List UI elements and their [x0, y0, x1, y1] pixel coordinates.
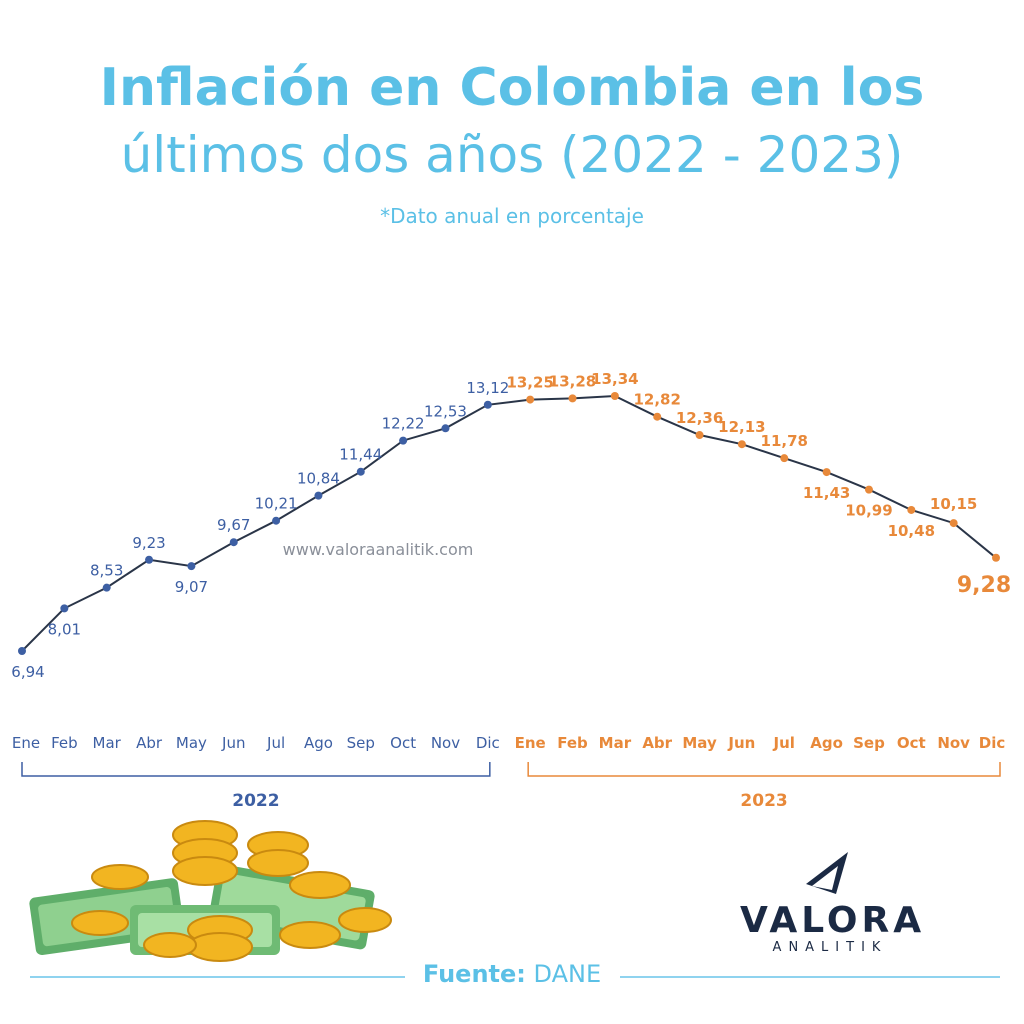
- data-point: [737, 440, 746, 449]
- data-point: [822, 468, 831, 477]
- logo-wordmark: VALORA: [740, 900, 926, 941]
- data-label: 9,28: [957, 573, 1011, 598]
- data-label: 9,23: [132, 534, 165, 552]
- data-point: [314, 491, 323, 500]
- x-tick-label: Ene: [12, 734, 40, 752]
- data-point: [568, 394, 577, 403]
- x-tick-label: Feb: [557, 734, 588, 752]
- x-tick-label: May: [682, 734, 717, 752]
- x-tick-label: Ago: [304, 734, 333, 752]
- data-point: [526, 395, 535, 404]
- x-tick-label: Jul: [266, 734, 285, 752]
- data-point: [949, 519, 958, 528]
- data-label: 11,43: [803, 484, 850, 502]
- data-point: [102, 583, 111, 592]
- source-divider-right: [620, 976, 1000, 978]
- x-tick-label: Dic: [476, 734, 500, 752]
- data-label: 11,78: [761, 432, 808, 450]
- x-tick-label: Feb: [51, 734, 78, 752]
- data-label: 10,48: [888, 522, 935, 540]
- data-label: 13,12: [466, 379, 509, 397]
- data-point: [695, 431, 704, 440]
- data-point: [272, 516, 281, 525]
- title-line-1: Inflación en Colombia en los: [99, 58, 925, 118]
- data-point: [399, 436, 408, 445]
- data-point: [864, 485, 873, 494]
- x-tick-label: May: [176, 734, 207, 752]
- data-point: [145, 555, 154, 564]
- valora-logo-icon: [806, 852, 848, 894]
- watermark: www.valoraanalitik.com: [283, 540, 474, 559]
- data-point: [610, 392, 619, 400]
- data-label: 9,07: [175, 578, 208, 596]
- x-tick-label: Jun: [727, 734, 755, 752]
- x-tick-label: Abr: [642, 734, 672, 752]
- x-tick-label: Nov: [937, 734, 970, 752]
- data-label: 10,21: [255, 495, 298, 513]
- data-point: [229, 538, 238, 547]
- data-point: [780, 454, 789, 463]
- money-stack-icon: [29, 820, 392, 962]
- data-label: 10,15: [930, 495, 977, 513]
- data-point: [653, 412, 662, 421]
- x-tick-label: Sep: [853, 734, 885, 752]
- year-label: 2023: [740, 791, 787, 811]
- data-label: 8,01: [48, 620, 81, 638]
- data-point: [60, 604, 69, 613]
- data-point: [18, 647, 26, 655]
- data-label: 13,34: [591, 370, 638, 388]
- data-point: [187, 562, 196, 571]
- data-point: [483, 400, 492, 409]
- x-tick-label: Abr: [136, 734, 163, 752]
- subtitle: *Dato anual en porcentaje: [380, 204, 644, 228]
- x-tick-label: Oct: [897, 734, 926, 752]
- title-line-2: últimos dos años (2022 - 2023): [120, 126, 904, 184]
- series-line: [21, 394, 997, 652]
- data-point: [356, 467, 365, 476]
- data-point: [441, 424, 450, 433]
- x-tick-label: Jun: [221, 734, 245, 752]
- data-label: 12,22: [382, 415, 425, 433]
- x-tick-label: Mar: [93, 734, 122, 752]
- logo-subtext: ANALITIK: [772, 940, 888, 955]
- data-label: 10,84: [297, 470, 340, 488]
- x-tick-label: Jul: [773, 734, 795, 752]
- year-label: 2022: [232, 791, 279, 811]
- data-label: 12,13: [718, 418, 765, 436]
- data-label: 9,67: [217, 516, 250, 534]
- data-label: 10,99: [845, 502, 892, 520]
- data-label: 13,25: [506, 374, 553, 392]
- source-label: Fuente:: [422, 960, 526, 988]
- x-tick-label: Sep: [347, 734, 375, 752]
- data-label: 11,44: [339, 446, 382, 464]
- source-value: DANE: [533, 960, 602, 988]
- data-label: 8,53: [90, 562, 123, 580]
- x-tick-label: Mar: [599, 734, 632, 752]
- x-tick-label: Ago: [810, 734, 843, 752]
- data-label: 12,36: [676, 409, 723, 427]
- data-label: 12,82: [633, 391, 680, 409]
- year-bracket: [527, 762, 1001, 777]
- year-bracket: [21, 762, 491, 777]
- data-label: 6,94: [11, 663, 44, 681]
- data-point: [992, 553, 1000, 562]
- data-label: 12,53: [424, 402, 467, 420]
- source-divider-left: [30, 976, 405, 978]
- x-tick-label: Oct: [390, 734, 416, 752]
- x-tick-label: Ene: [515, 734, 546, 752]
- data-label: 13,28: [549, 372, 596, 390]
- data-point: [907, 505, 916, 514]
- x-tick-label: Dic: [979, 734, 1005, 752]
- source-note: Fuente: DANE: [0, 960, 1024, 988]
- x-tick-label: Nov: [431, 734, 460, 752]
